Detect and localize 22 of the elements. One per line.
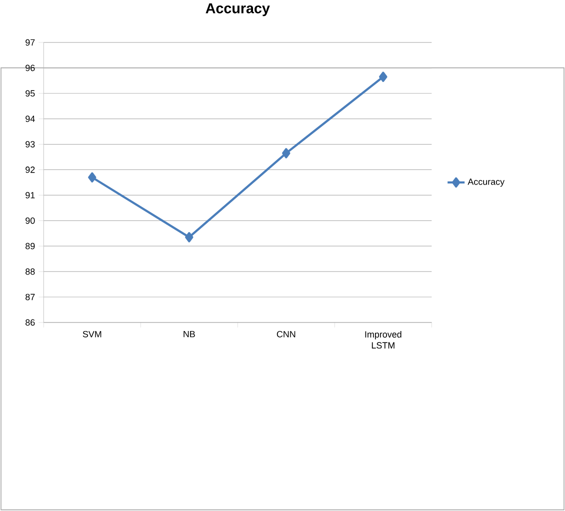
y-tick-label: 90 (26, 218, 35, 224)
y-tick-label: 93 (26, 141, 35, 148)
y-tick-label: 95 (26, 90, 35, 97)
point (282, 148, 290, 158)
legend-label: Accuracy (468, 178, 505, 187)
y-tick-label: 92 (26, 166, 35, 173)
y-tick-label: 97 (26, 39, 35, 46)
y-tick-label: 88 (26, 268, 35, 275)
x-tick-label: NB (184, 331, 195, 338)
y-tick-label: 87 (26, 294, 35, 300)
y-tick-label: 91 (26, 192, 35, 198)
chart-title: Accuracy (206, 3, 270, 16)
point (88, 172, 96, 183)
y-tick-label: 89 (26, 243, 35, 250)
y-tick-label: 96 (26, 64, 35, 72)
x-tick-label: SVM (82, 331, 102, 338)
point (185, 232, 194, 242)
x-tick-label: Improved LSTM (365, 331, 402, 349)
point (379, 72, 388, 82)
y-tick-label: 86 (26, 319, 35, 326)
y-tick-label: 94 (26, 116, 35, 122)
x-tick-label: CNN (276, 331, 296, 338)
